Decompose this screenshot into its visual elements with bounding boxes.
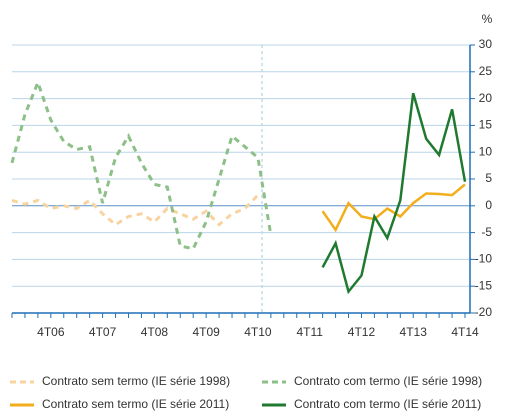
x-tick-label: 4T06: [37, 325, 65, 339]
y-tick-label: 15: [479, 118, 493, 132]
y-tick-label: 5: [485, 171, 492, 185]
x-tick-label: 4T10: [244, 325, 272, 339]
legend-label: Contrato sem termo (IE série 2011): [42, 397, 229, 411]
y-axis-label: %: [482, 12, 493, 26]
y-tick-label: -20: [475, 305, 493, 319]
y-tick-label: 20: [479, 91, 493, 105]
y-tick-label: -5: [481, 225, 492, 239]
series-line: [321, 92, 467, 295]
series-line: [10, 78, 273, 251]
x-tick-label: 4T08: [141, 325, 169, 339]
x-tick-label: 4T09: [192, 325, 220, 339]
y-tick-label: -15: [475, 278, 493, 292]
y-tick-label: 0: [485, 198, 492, 212]
legend-label: Contrato sem termo (IE série 1998): [42, 374, 230, 388]
legend-label: Contrato com termo (IE série 2011): [294, 397, 481, 411]
x-tick-label: 4T14: [451, 325, 479, 339]
y-tick-label: -10: [475, 252, 493, 266]
series-line: [321, 183, 466, 233]
x-tick-label: 4T12: [348, 325, 376, 339]
x-tick-label: 4T11: [296, 325, 323, 339]
y-tick-label: 30: [479, 37, 493, 51]
x-tick-label: 4T07: [89, 325, 117, 339]
series-line: [11, 194, 259, 227]
y-tick-label: 25: [479, 64, 493, 78]
legend-label: Contrato com termo (IE série 1998): [294, 374, 482, 388]
y-tick-label: 10: [479, 144, 493, 158]
x-tick-label: 4T13: [400, 325, 428, 339]
